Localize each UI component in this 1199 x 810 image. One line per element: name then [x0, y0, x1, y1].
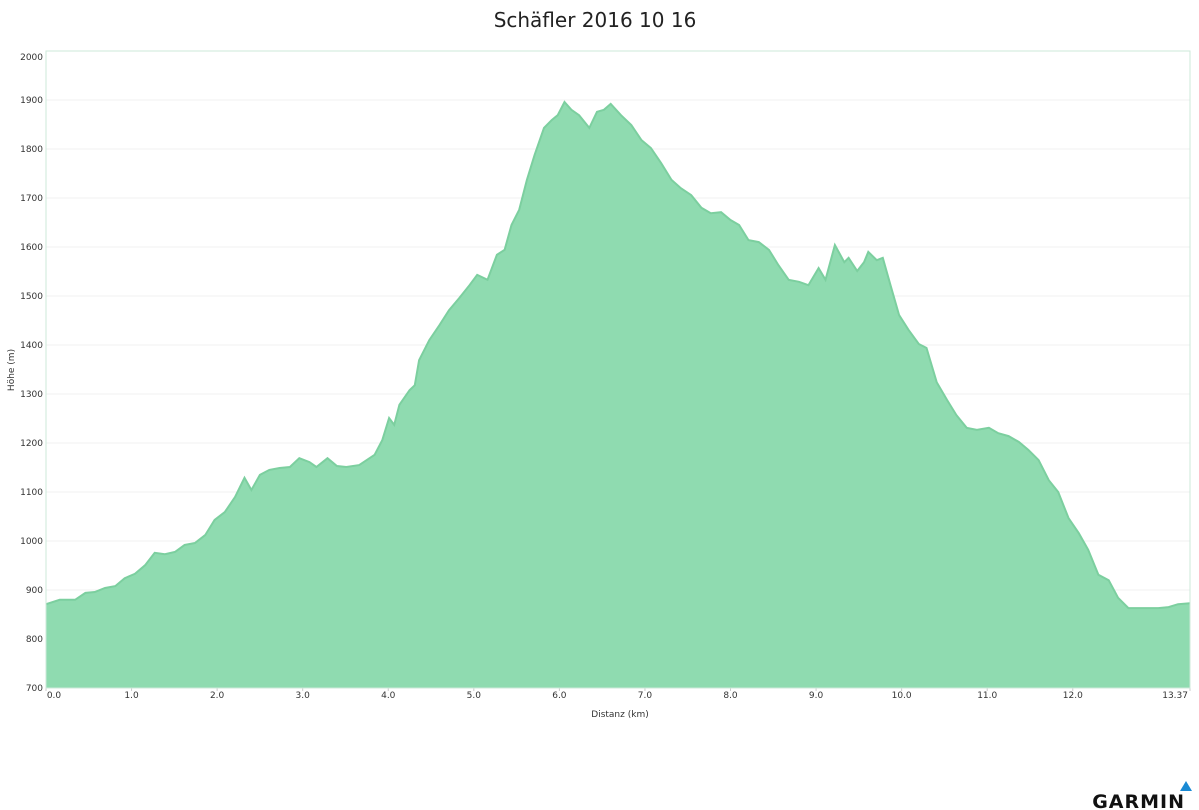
x-tick-label: 4.0 [381, 691, 396, 701]
y-tick-label: 2000 [20, 53, 43, 63]
brand-triangle [1180, 781, 1192, 791]
x-tick-label: 11.0 [977, 691, 997, 701]
area [46, 102, 1190, 688]
x-tick-label: 12.0 [1063, 691, 1083, 701]
y-tick-label: 1800 [20, 145, 43, 155]
x-tick-label: 13.37 [1162, 691, 1188, 701]
y-tick-label: 1600 [20, 243, 43, 253]
x-tick-label: 0.0 [47, 691, 62, 701]
y-axis-label: Höhe (m) [7, 349, 17, 391]
plot-frame [45, 50, 1191, 689]
y-tick-label: 1100 [20, 488, 43, 498]
x-tick-label: 2.0 [210, 691, 225, 701]
x-tick-label: 1.0 [124, 691, 139, 701]
brand-logo: GARMIN [1092, 791, 1185, 810]
x-tick-label: 8.0 [723, 691, 738, 701]
x-tick-label: 10.0 [892, 691, 912, 701]
y-tick-label: 800 [26, 635, 43, 645]
y-tick-label: 700 [26, 684, 43, 694]
y-tick-label: 1700 [20, 194, 43, 204]
x-tick-label: 9.0 [809, 691, 824, 701]
x-tick-label: 3.0 [296, 691, 311, 701]
y-tick-label: 1300 [20, 390, 43, 400]
x-axis-label: Distanz (km) [591, 710, 648, 720]
area-line [45, 100, 1191, 610]
y-tick-label: 900 [26, 586, 43, 596]
y-tick-label: 1900 [20, 96, 43, 106]
y-tick-label: 1000 [20, 537, 43, 547]
x-tick-label: 7.0 [638, 691, 653, 701]
y-tick-label: 1400 [20, 341, 43, 351]
x-tick-label: 6.0 [552, 691, 567, 701]
y-tick-label: 1200 [20, 439, 43, 449]
chart-title: Schäfler 2016 10 16 [494, 8, 697, 32]
x-tick-label: 5.0 [467, 691, 482, 701]
y-tick-label: 1500 [20, 292, 43, 302]
